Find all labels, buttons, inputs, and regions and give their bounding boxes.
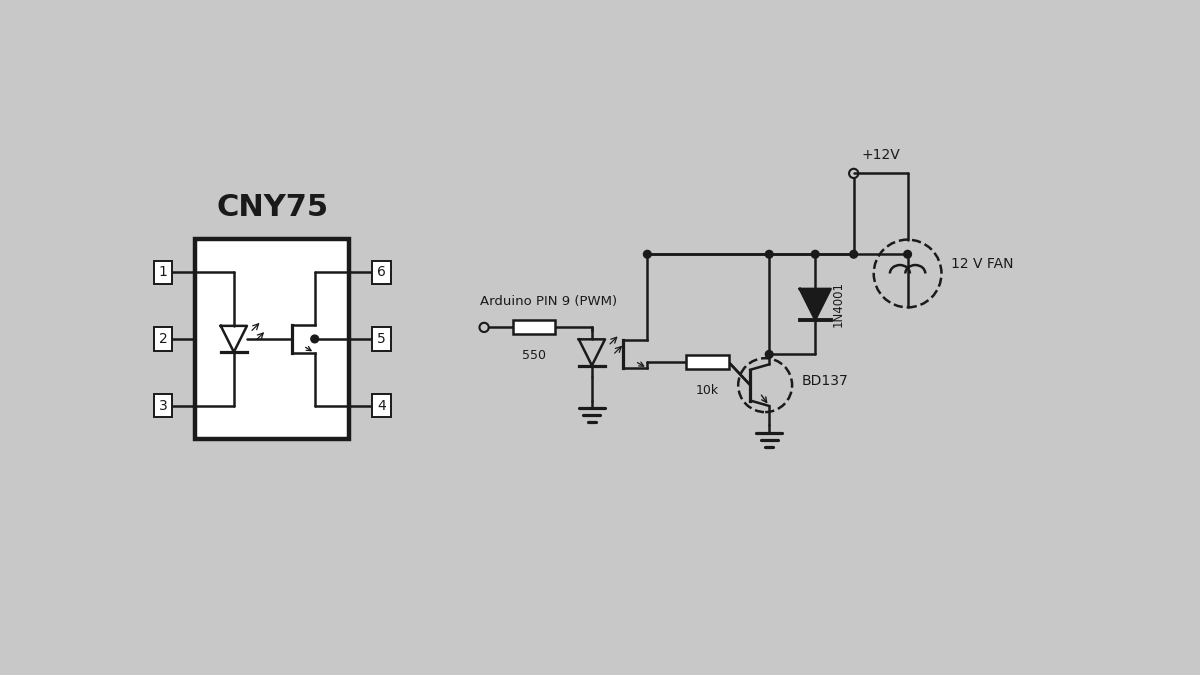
FancyBboxPatch shape (372, 327, 391, 350)
Text: 1N4001: 1N4001 (832, 281, 845, 327)
Text: Arduino PIN 9 (PWM): Arduino PIN 9 (PWM) (480, 295, 617, 308)
Text: +12V: +12V (862, 148, 900, 162)
Text: 1: 1 (158, 265, 168, 279)
Circle shape (904, 250, 912, 258)
FancyBboxPatch shape (154, 261, 173, 284)
Circle shape (311, 335, 318, 343)
Text: 5: 5 (377, 332, 386, 346)
Text: 10k: 10k (696, 383, 719, 397)
FancyBboxPatch shape (154, 327, 173, 350)
FancyBboxPatch shape (686, 355, 728, 369)
Text: 2: 2 (158, 332, 167, 346)
FancyBboxPatch shape (512, 321, 556, 334)
Polygon shape (800, 289, 830, 320)
FancyBboxPatch shape (196, 239, 349, 439)
Circle shape (766, 350, 773, 358)
Circle shape (643, 250, 652, 258)
FancyBboxPatch shape (372, 261, 391, 284)
FancyBboxPatch shape (154, 394, 173, 417)
FancyBboxPatch shape (372, 394, 391, 417)
Text: 12 V FAN: 12 V FAN (950, 257, 1013, 271)
Text: 3: 3 (158, 399, 167, 412)
Circle shape (811, 250, 820, 258)
Text: CNY75: CNY75 (216, 193, 329, 222)
Text: 6: 6 (377, 265, 386, 279)
Circle shape (766, 250, 773, 258)
Text: 4: 4 (377, 399, 386, 412)
Circle shape (850, 250, 858, 258)
Text: 550: 550 (522, 349, 546, 362)
Text: BD137: BD137 (802, 375, 848, 388)
